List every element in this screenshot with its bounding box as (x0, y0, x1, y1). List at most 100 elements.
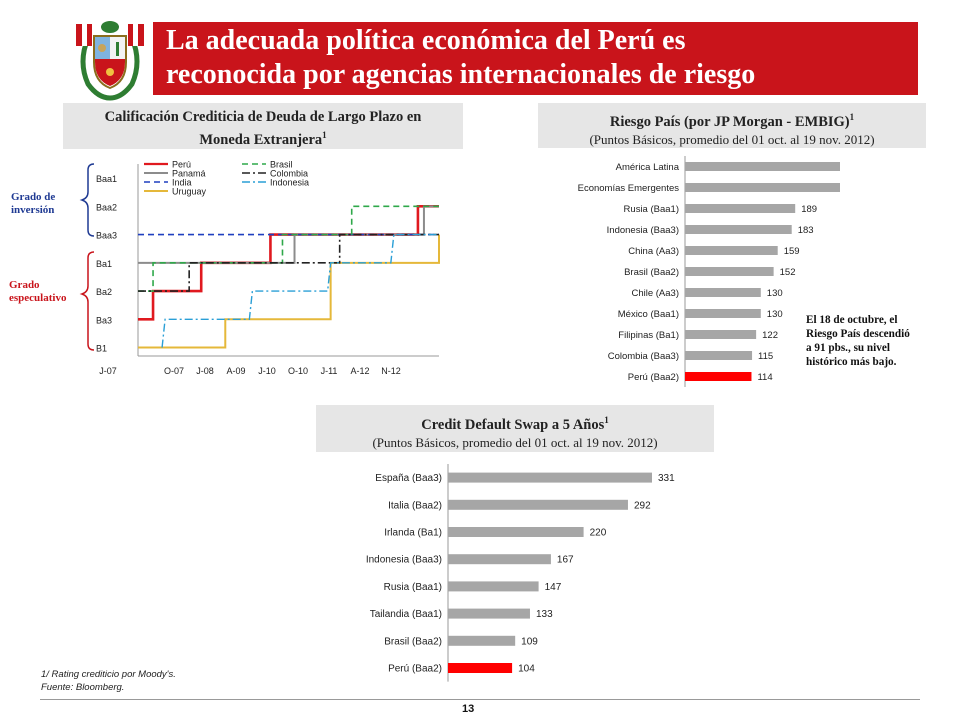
cds-category-label: Indonesia (Baa3) (366, 555, 442, 566)
rating-panel-title-sup: 1 (322, 130, 327, 140)
rating-series-line-6 (161, 233, 439, 348)
footer-note: 1/ Rating crediticio por Moody's. (41, 669, 176, 680)
rating-y-tick-label: Baa3 (96, 231, 117, 241)
rating-x-tick-label: J-10 (258, 366, 276, 376)
rating-x-tick-label: O-07 (164, 366, 184, 376)
cds-category-label: Italia (Baa2) (388, 500, 442, 511)
embig-bar (685, 288, 761, 297)
cds-panel-header: Credit Default Swap a 5 Años1 (Puntos Bá… (316, 405, 714, 452)
cds-value-label: 109 (521, 636, 538, 647)
embig-bar (685, 309, 761, 318)
page-title-line2: reconocida por agencias internacionales … (166, 59, 756, 90)
rating-legend-label: Panamá (172, 169, 206, 179)
embig-category-label: Rusia (Baa1) (624, 204, 679, 215)
rating-y-tick-label: Ba3 (96, 315, 112, 325)
cds-value-label: 220 (590, 528, 607, 539)
embig-category-label: Indonesia (Baa3) (607, 225, 679, 236)
rating-series-line-3 (138, 234, 440, 349)
embig-value-label: 183 (798, 225, 814, 236)
page-title: La adecuada política económica del Perú … (166, 24, 926, 92)
embig-category-label: Chile (Aa3) (631, 288, 679, 299)
cds-value-label: 133 (536, 609, 553, 620)
embig-bar (685, 330, 757, 339)
speculative-grade-label-line1: Grado (9, 279, 40, 291)
rating-x-tick-label: J-11 (321, 366, 338, 376)
rating-y-tick-label: B1 (96, 344, 107, 354)
rating-x-tick-label: A-12 (350, 366, 369, 376)
cds-bar (448, 663, 513, 673)
cds-value-label: 292 (634, 500, 651, 511)
embig-value-label: 114 (757, 372, 772, 383)
rating-y-tick-label: Ba1 (96, 259, 112, 269)
embig-chart: América Latina343Economías Emergentes271… (578, 156, 840, 387)
embig-value-label: 122 (762, 330, 778, 341)
rating-panel-header: Calificación Crediticia de Deuda de Larg… (63, 103, 463, 149)
embig-category-label: América Latina (616, 162, 680, 173)
embig-value-label: 189 (801, 204, 817, 215)
cds-category-label: Rusia (Baa1) (384, 582, 442, 593)
embig-category-label: China (Aa3) (628, 246, 679, 257)
embig-panel-title-sup: 1 (849, 112, 855, 122)
cds-bar (448, 527, 584, 537)
cds-value-label: 167 (557, 555, 574, 566)
cds-category-label: Brasil (Baa2) (384, 636, 442, 647)
title-bar (153, 22, 918, 95)
speculative-grade-label-line2: especulativo (9, 292, 67, 304)
cds-panel-subtitle: (Puntos Básicos, promedio del 01 oct. al… (372, 434, 658, 450)
embig-bar (685, 204, 796, 213)
rating-legend-label: Indonesia (270, 178, 309, 188)
cds-category-label: Irlanda (Ba1) (384, 528, 442, 539)
page-title-line1: La adecuada política económica del Perú … (166, 25, 686, 56)
cds-bar (448, 581, 539, 592)
cds-bar (448, 635, 516, 646)
cds-category-label: Tailandia (Baa1) (370, 609, 442, 620)
cds-panel-title-sup: 1 (604, 415, 609, 425)
investment-grade-label-line1: Grado de (11, 191, 56, 203)
embig-category-label: Filipinas (Ba1) (618, 330, 679, 341)
side-note: El 18 de octubre, el Riesgo País descend… (806, 313, 956, 369)
rating-series-line-4 (138, 205, 439, 292)
peru-coat-of-arms-icon (74, 18, 146, 102)
side-note-line4: histórico más bajo. (806, 356, 897, 368)
embig-category-label: Brasil (Baa2) (624, 267, 679, 278)
investment-grade-label-line2: inversión (11, 204, 55, 216)
embig-bar (685, 183, 840, 192)
rating-y-tick-label: Ba2 (96, 287, 112, 297)
embig-value-label: 159 (784, 246, 800, 257)
cds-category-label: España (Baa3) (375, 473, 442, 484)
side-note-line1: El 18 de octubre, el (806, 314, 898, 326)
cds-bar (448, 499, 628, 510)
rating-x-tick-label: A-09 (226, 366, 245, 376)
investment-grade-label: Grado de inversión (11, 191, 55, 217)
cds-value-label: 104 (518, 664, 535, 675)
embig-value-label: 130 (767, 309, 783, 320)
rating-legend-label: Brasil (270, 160, 293, 170)
rating-legend-label: India (172, 178, 192, 188)
side-note-line3: a 91 pbs., su nivel (806, 342, 890, 354)
rating-y-tick-label: Baa2 (96, 202, 117, 212)
rating-panel-title-line1: Calificación Crediticia de Deuda de Larg… (104, 109, 422, 125)
rating-x-tick-label: N-12 (381, 366, 401, 376)
embig-bar (685, 225, 792, 234)
cds-value-label: 331 (658, 473, 675, 484)
footer-notes: 1/ Rating crediticio por Moody's. Fuente… (41, 668, 176, 694)
cds-panel-title: Credit Default Swap a 5 Años (421, 416, 605, 433)
embig-category-label: México (Baa1) (618, 309, 679, 320)
embig-bar (685, 351, 753, 360)
cds-category-label: Perú (Baa2) (388, 664, 442, 675)
rating-y-tick-label: Baa1 (96, 174, 117, 184)
footer-source: Fuente: Bloomberg. (41, 682, 125, 693)
embig-value-label: 130 (767, 288, 783, 299)
cds-chart: España (Baa3) 331 Italia (Baa2) 292 Irlanda … (366, 464, 675, 682)
embig-value-label: 115 (758, 351, 773, 362)
rating-legend-label: Perú (172, 160, 191, 170)
embig-bar (685, 246, 778, 255)
rating-panel-title-line2: Moneda Extranjera (199, 131, 323, 148)
rating-series-line-5 (138, 233, 439, 292)
embig-panel-title: Riesgo País (por JP Morgan - EMBIG) (609, 113, 850, 130)
rating-legend-label: Colombia (270, 169, 308, 179)
rating-chart: Baa1 Baa2 Baa3 Ba1 Ba2 Ba3 B1 J-07 O-07 J-08 A-09… (96, 160, 440, 376)
embig-panel-subtitle: (Puntos Básicos, promedio del 01 oct. al… (589, 131, 875, 147)
rating-x-tick-label: J-08 (196, 366, 214, 376)
cds-bar (448, 554, 551, 565)
